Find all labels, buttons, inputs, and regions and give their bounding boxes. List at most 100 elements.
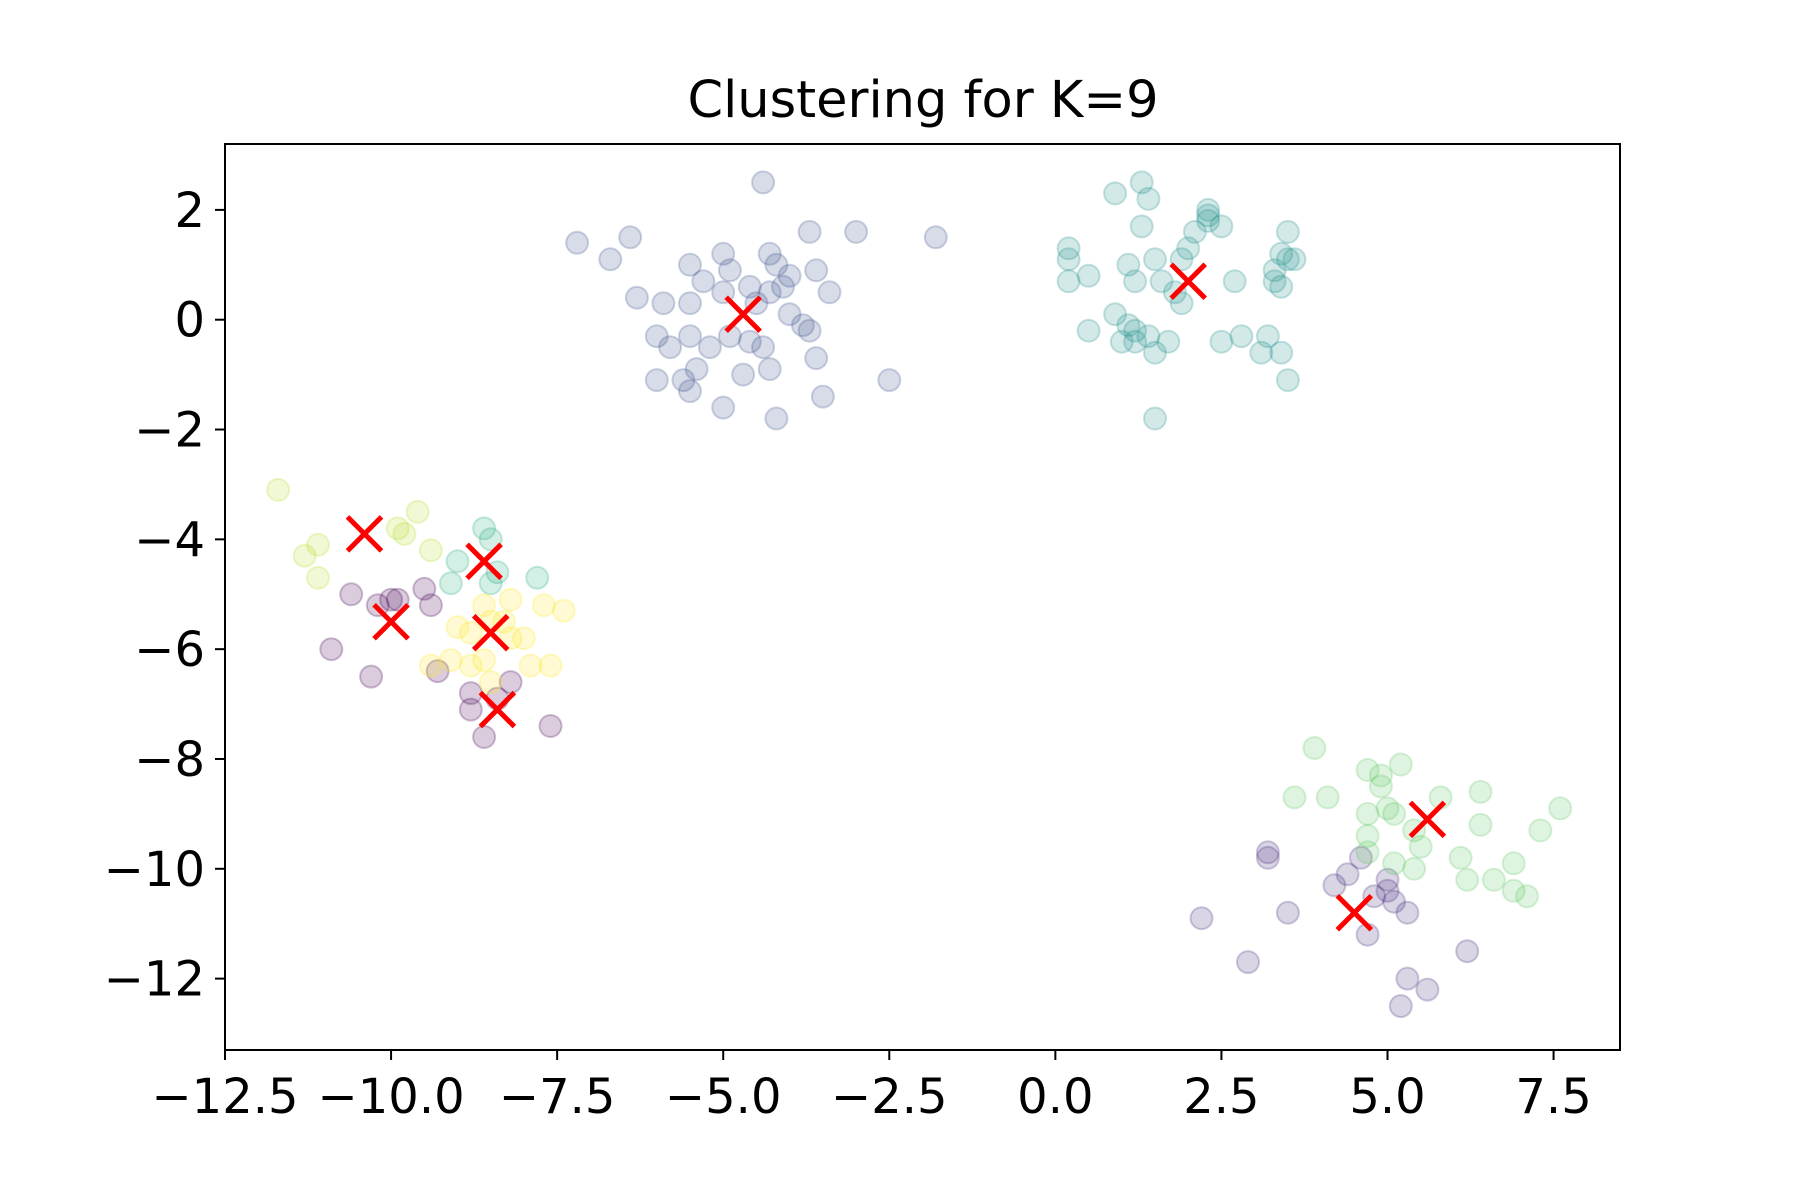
scatter-point bbox=[764, 406, 789, 431]
scatter-point bbox=[810, 384, 835, 409]
scatter-point bbox=[1355, 758, 1380, 782]
scatter-point bbox=[751, 335, 776, 360]
scatter-point bbox=[1182, 219, 1207, 244]
scatter-point bbox=[651, 291, 676, 316]
scatter-point bbox=[292, 543, 317, 568]
scatter-point bbox=[777, 263, 802, 288]
scatter-point bbox=[1415, 977, 1440, 1002]
scatter-point bbox=[1129, 170, 1154, 195]
scatter-point bbox=[1395, 966, 1420, 991]
centroid-marker bbox=[724, 295, 762, 333]
scatter-point bbox=[1322, 873, 1347, 898]
scatter-point bbox=[1196, 208, 1221, 233]
scatter-point bbox=[1196, 197, 1221, 222]
scatter-point bbox=[757, 357, 782, 382]
scatter-point bbox=[1382, 801, 1407, 826]
series-cluster-1 bbox=[1189, 840, 1480, 1019]
points-layer bbox=[266, 170, 1573, 1019]
scatter-point bbox=[385, 516, 410, 541]
scatter-point bbox=[1375, 878, 1400, 903]
scatter-point bbox=[757, 280, 782, 305]
y-tick-label: 0 bbox=[174, 293, 205, 349]
scatter-point bbox=[1209, 329, 1234, 354]
scatter-point bbox=[678, 252, 702, 277]
scatter-point bbox=[438, 571, 463, 596]
scatter-point bbox=[1249, 340, 1274, 365]
scatter-point bbox=[1382, 889, 1407, 914]
scatter-point bbox=[1355, 801, 1380, 826]
scatter-point bbox=[1269, 274, 1294, 299]
scatter-point bbox=[804, 258, 829, 283]
scatter-point bbox=[498, 587, 523, 612]
centroid-marker bbox=[478, 690, 517, 729]
y-tick-label: −6 bbox=[134, 622, 205, 678]
scatter-point bbox=[1123, 318, 1148, 343]
scatter-point bbox=[1196, 203, 1221, 228]
x-tick-label: 2.5 bbox=[1183, 1069, 1259, 1125]
scatter-point bbox=[1103, 302, 1128, 327]
scatter-point bbox=[405, 499, 430, 524]
scatter-point bbox=[1455, 939, 1480, 964]
scatter-point bbox=[1468, 812, 1493, 837]
scatter-point bbox=[472, 725, 497, 749]
scatter-point bbox=[1056, 247, 1081, 272]
scatter-point bbox=[1402, 856, 1427, 881]
scatter-point bbox=[478, 527, 503, 552]
scatter-point bbox=[1143, 340, 1167, 365]
scatter-point bbox=[458, 697, 483, 722]
centroid-marker bbox=[471, 613, 510, 652]
scatter-point bbox=[1501, 851, 1526, 876]
scatter-point bbox=[531, 593, 556, 618]
scatter-point bbox=[644, 324, 669, 349]
centroid-marker bbox=[1169, 262, 1207, 301]
y-tick-label: −10 bbox=[104, 842, 205, 898]
scatter-point bbox=[1408, 834, 1433, 859]
scatter-point bbox=[671, 368, 696, 393]
scatter-point bbox=[445, 549, 470, 574]
scatter-point bbox=[1143, 247, 1167, 272]
scatter-point bbox=[790, 313, 815, 338]
centroid-stroke bbox=[471, 613, 510, 652]
scatter-point bbox=[678, 324, 702, 349]
scatter-point bbox=[1136, 324, 1161, 349]
scatter-point bbox=[737, 274, 762, 299]
scatter-point bbox=[1355, 840, 1380, 865]
scatter-point bbox=[1056, 269, 1081, 294]
scatter-point bbox=[1382, 851, 1407, 876]
x-tick-label: −7.5 bbox=[499, 1069, 616, 1125]
x-tick-label: −10.0 bbox=[318, 1069, 465, 1125]
scatter-point bbox=[1501, 878, 1526, 903]
chart-title: Clustering for K=9 bbox=[687, 71, 1158, 130]
scatter-point bbox=[624, 285, 649, 310]
scatter-point bbox=[644, 368, 669, 393]
series-cluster-2 bbox=[565, 170, 948, 431]
scatter-point bbox=[1255, 845, 1280, 870]
scatter-point bbox=[1275, 219, 1300, 244]
centroid-stroke bbox=[372, 602, 410, 641]
scatter-point bbox=[1455, 867, 1480, 892]
scatter-point bbox=[551, 598, 576, 623]
scatter-point bbox=[418, 538, 443, 563]
scatter-point bbox=[538, 714, 563, 738]
scatter-point bbox=[697, 335, 722, 360]
x-tick-label: −12.5 bbox=[151, 1069, 298, 1125]
scatter-point bbox=[359, 664, 384, 689]
series-cluster-5 bbox=[1282, 736, 1573, 909]
scatter-point bbox=[1275, 900, 1300, 925]
centroids-layer bbox=[345, 262, 1447, 932]
centroid-stroke bbox=[1335, 893, 1374, 932]
scatter-point bbox=[771, 274, 795, 299]
x-axis: −12.5 −10.0 −7.5 −5.0 −2.5 0.0 2.5 5.0 7.5 bbox=[151, 1050, 1592, 1125]
scatter-point bbox=[458, 653, 483, 678]
scatter-point bbox=[1302, 736, 1327, 760]
scatter-point bbox=[418, 593, 443, 618]
centroid-stroke bbox=[1408, 800, 1447, 839]
scatter-point bbox=[1368, 763, 1393, 788]
scatter-point bbox=[1515, 884, 1539, 909]
scatter-point bbox=[472, 593, 497, 618]
scatter-point bbox=[1236, 950, 1260, 975]
scatter-point bbox=[1368, 774, 1393, 799]
scatter-point bbox=[1229, 324, 1254, 349]
scatter-point bbox=[1375, 796, 1400, 821]
scatter-point bbox=[691, 269, 716, 294]
